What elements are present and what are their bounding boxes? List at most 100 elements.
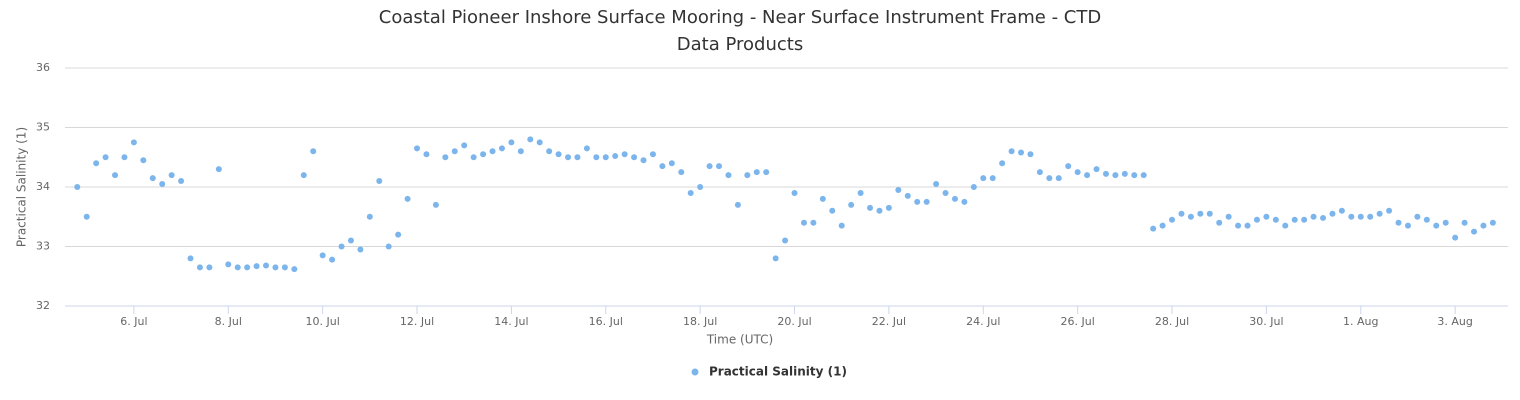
point [1320, 214, 1327, 221]
legend-label: Practical Salinity (1) [709, 365, 847, 379]
point [130, 139, 137, 146]
point [942, 189, 949, 196]
point [668, 160, 675, 167]
point [819, 195, 826, 202]
point [1112, 172, 1119, 179]
point [319, 252, 326, 259]
point [140, 157, 147, 164]
point [432, 201, 439, 208]
y-tick-label: 36 [36, 61, 50, 74]
point [961, 198, 968, 205]
point [347, 237, 354, 244]
chart-title: Coastal Pioneer Inshore Surface Mooring … [379, 7, 1101, 28]
point [461, 142, 468, 149]
point [980, 175, 987, 182]
point [234, 264, 241, 271]
point [1187, 213, 1194, 220]
point [1489, 219, 1496, 226]
x-tick-label: 24. Jul [966, 315, 1000, 328]
point [451, 148, 458, 155]
point [338, 243, 345, 250]
point [300, 172, 307, 179]
point [225, 261, 232, 268]
point [310, 148, 317, 155]
x-tick-label: 16. Jul [589, 315, 623, 328]
point [1386, 207, 1393, 214]
point [102, 154, 109, 161]
x-tick-label: 30. Jul [1249, 315, 1283, 328]
point [1046, 175, 1053, 182]
point [1216, 219, 1223, 226]
point [357, 246, 364, 253]
x-tick-label: 18. Jul [683, 315, 717, 328]
point [1159, 222, 1166, 229]
point [763, 169, 770, 176]
point [857, 189, 864, 196]
point [366, 213, 373, 220]
point [1253, 216, 1260, 223]
point [470, 154, 477, 161]
point [196, 264, 203, 271]
point [933, 181, 940, 188]
point [376, 178, 383, 185]
x-tick-label: 1. Aug [1343, 315, 1378, 328]
point [1027, 151, 1034, 158]
point [1169, 216, 1176, 223]
point [810, 219, 817, 226]
point [838, 222, 845, 229]
point [74, 184, 81, 190]
point [678, 169, 685, 176]
point [970, 184, 977, 190]
point [1065, 163, 1072, 170]
point [1263, 213, 1270, 220]
point [1121, 170, 1128, 177]
point [1197, 210, 1204, 217]
point [1131, 172, 1138, 179]
point [1150, 225, 1157, 232]
point [565, 154, 572, 161]
point [168, 172, 175, 179]
point [848, 201, 855, 208]
point [1206, 210, 1213, 217]
point [744, 172, 751, 179]
point [1480, 222, 1487, 229]
x-tick-label: 3. Aug [1437, 315, 1472, 328]
point [1036, 169, 1043, 176]
point [829, 207, 836, 214]
y-tick-label: 32 [36, 299, 50, 312]
point [593, 154, 600, 161]
point [725, 172, 732, 179]
point [734, 201, 741, 208]
point [1367, 213, 1374, 220]
point [1093, 166, 1100, 173]
point [923, 198, 930, 205]
point [536, 139, 543, 146]
point [1414, 213, 1421, 220]
point [281, 264, 288, 271]
point [706, 163, 713, 170]
point [508, 139, 515, 146]
point [951, 195, 958, 202]
point [1084, 172, 1091, 179]
point [697, 184, 704, 190]
point [867, 204, 874, 211]
point [895, 186, 902, 193]
point [480, 151, 487, 158]
point [1471, 228, 1478, 235]
y-tick-label: 33 [36, 240, 50, 253]
point [631, 154, 638, 161]
point [253, 263, 260, 270]
point [215, 166, 222, 173]
point [1272, 216, 1279, 223]
point [1178, 210, 1185, 217]
point [621, 151, 628, 158]
point [602, 154, 609, 161]
point [1348, 213, 1355, 220]
x-tick-label: 8. Jul [215, 315, 242, 328]
point [772, 255, 779, 262]
point [187, 255, 194, 262]
point [1291, 216, 1298, 223]
chart-subtitle: Data Products [677, 34, 803, 55]
point [1461, 219, 1468, 226]
